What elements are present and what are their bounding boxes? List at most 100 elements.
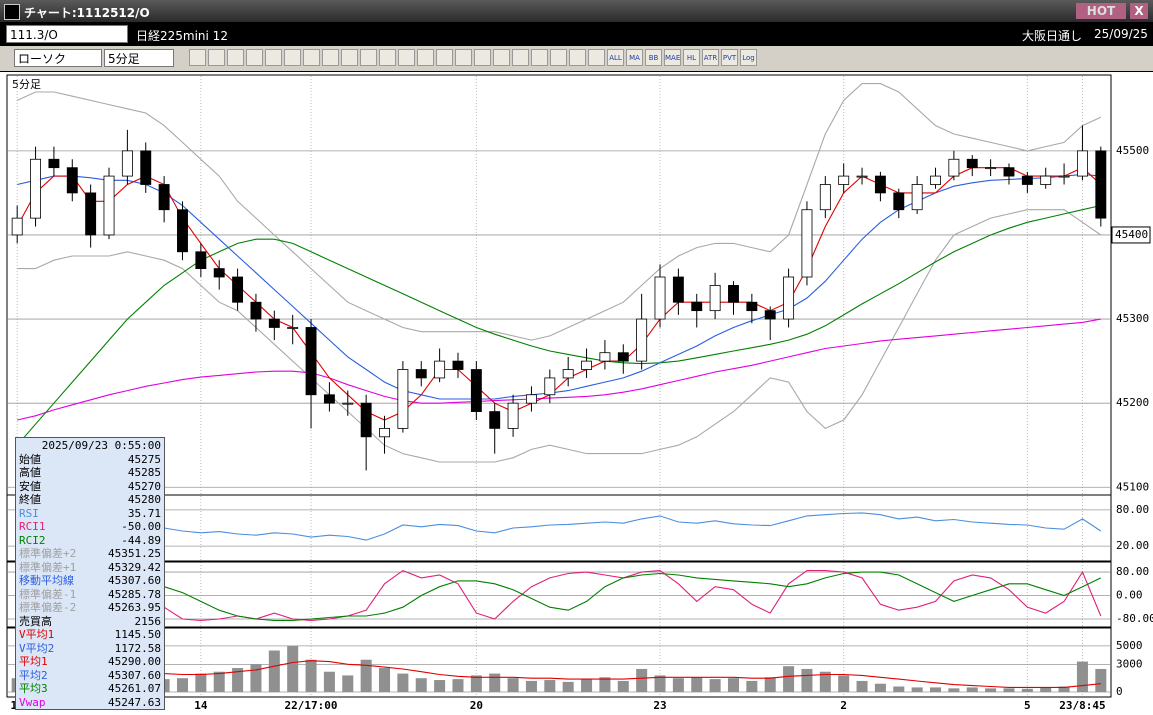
info-value: 45351.25 xyxy=(108,547,161,560)
tool-icon[interactable] xyxy=(569,49,586,66)
tool-icon[interactable] xyxy=(360,49,377,66)
info-label: 標準偏差-1 xyxy=(19,587,77,601)
tool-icon[interactable] xyxy=(512,49,529,66)
candle-body xyxy=(85,192,97,236)
info-value: -44.89 xyxy=(121,533,161,547)
volume-bar xyxy=(764,677,776,693)
tool-icon[interactable] xyxy=(455,49,472,66)
tool-icon[interactable] xyxy=(265,49,282,66)
info-value: 45275 xyxy=(127,452,161,466)
tool-icon[interactable]: ATR xyxy=(702,49,719,66)
y-tick-label: 0.00 xyxy=(1116,589,1143,602)
candle-body xyxy=(250,301,262,320)
tool-icon[interactable] xyxy=(341,49,358,66)
info-value: -50.00 xyxy=(121,520,161,533)
candle-body xyxy=(452,360,464,370)
info-label: RSI xyxy=(19,506,39,520)
info-label: Vwap xyxy=(19,695,46,709)
tool-icon[interactable] xyxy=(474,49,491,66)
volume-bar xyxy=(727,678,739,693)
x-tick-label: 20 xyxy=(470,699,483,712)
candle-body xyxy=(581,360,593,370)
volume-bar xyxy=(1021,688,1033,693)
icon-row: ALL MA BB MAE HL ATR PVT Log xyxy=(188,46,758,66)
tool-icon[interactable] xyxy=(189,49,206,66)
tool-icon[interactable]: MAE xyxy=(664,49,681,66)
series-line xyxy=(17,209,1102,463)
candle-body xyxy=(415,369,427,379)
volume-bar xyxy=(176,678,188,693)
info-row: 終値 45280 xyxy=(19,493,161,507)
candle-body xyxy=(470,369,482,412)
candle-body xyxy=(525,394,537,404)
info-value: 45285.78 xyxy=(108,587,161,601)
candle-body xyxy=(544,377,556,396)
series-line xyxy=(17,569,1102,621)
tool-icon[interactable]: MA xyxy=(626,49,643,66)
tool-icon[interactable]: HL xyxy=(683,49,700,66)
candle-body xyxy=(709,285,721,312)
volume-bar xyxy=(342,675,354,693)
info-row: 移動平均線 45307.60 xyxy=(19,574,161,588)
tool-icon[interactable]: Log xyxy=(740,49,757,66)
info-value: 45280 xyxy=(127,493,161,506)
volume-bar xyxy=(305,659,317,693)
info-value: 45329.42 xyxy=(108,560,161,574)
code-select[interactable]: 111.3/O xyxy=(6,25,128,43)
candle-body xyxy=(213,268,225,278)
tool-icon[interactable] xyxy=(303,49,320,66)
tool-icon[interactable] xyxy=(227,49,244,66)
tool-icon[interactable] xyxy=(550,49,567,66)
candle-body xyxy=(397,369,409,429)
candle-body xyxy=(672,276,684,303)
tool-icon[interactable] xyxy=(322,49,339,66)
tool-icon[interactable]: PVT xyxy=(721,49,738,66)
candle-body xyxy=(691,301,703,312)
tool-icon[interactable] xyxy=(436,49,453,66)
tool-icon[interactable] xyxy=(398,49,415,66)
app-icon xyxy=(4,4,20,20)
info-row: 標準偏差-1 45285.78 xyxy=(19,588,161,602)
tool-icon[interactable] xyxy=(588,49,605,66)
candle-body xyxy=(783,276,795,320)
last-price-label: 45400 xyxy=(1115,228,1148,241)
volume-bar xyxy=(250,664,262,693)
tool-icon[interactable] xyxy=(417,49,434,66)
tool-icon[interactable] xyxy=(379,49,396,66)
volume-bar xyxy=(838,675,850,693)
chart-type-select[interactable]: ローソク xyxy=(14,49,102,67)
close-button[interactable]: X xyxy=(1130,3,1148,19)
tool-icon[interactable] xyxy=(208,49,225,66)
candle-body xyxy=(323,394,335,404)
y-tick-label: 45200 xyxy=(1116,396,1149,409)
exchange: 大阪日通し xyxy=(1022,29,1083,43)
tool-icon[interactable]: BB xyxy=(645,49,662,66)
candle-body xyxy=(746,301,758,312)
tool-icon[interactable]: ALL xyxy=(607,49,624,66)
hot-button[interactable]: HOT xyxy=(1076,3,1126,19)
interval-select[interactable]: 5分足 xyxy=(104,49,174,67)
volume-bar xyxy=(948,688,960,693)
panel-frame xyxy=(6,627,1112,698)
volume-bar xyxy=(581,679,593,693)
info-label: 標準偏差+2 xyxy=(19,547,77,560)
tool-icon[interactable] xyxy=(284,49,301,66)
candle-body xyxy=(838,175,850,185)
tool-icon[interactable] xyxy=(493,49,510,66)
volume-bar xyxy=(1076,661,1088,693)
candle-body xyxy=(140,150,152,185)
info-label: 標準偏差-2 xyxy=(19,601,77,614)
candle-body xyxy=(434,360,446,379)
candle-body xyxy=(654,276,666,320)
tool-icon[interactable] xyxy=(531,49,548,66)
volume-bar xyxy=(966,687,978,693)
window-title: チャート:1112512/O xyxy=(24,6,150,20)
candle-body xyxy=(11,217,23,236)
tool-icon[interactable] xyxy=(246,49,263,66)
volume-bar xyxy=(562,681,574,693)
volume-bar xyxy=(930,687,942,693)
y-tick-label: 80.00 xyxy=(1116,503,1149,516)
last-price-box xyxy=(1111,226,1151,244)
info-row: RCI2 -44.89 xyxy=(19,534,161,548)
